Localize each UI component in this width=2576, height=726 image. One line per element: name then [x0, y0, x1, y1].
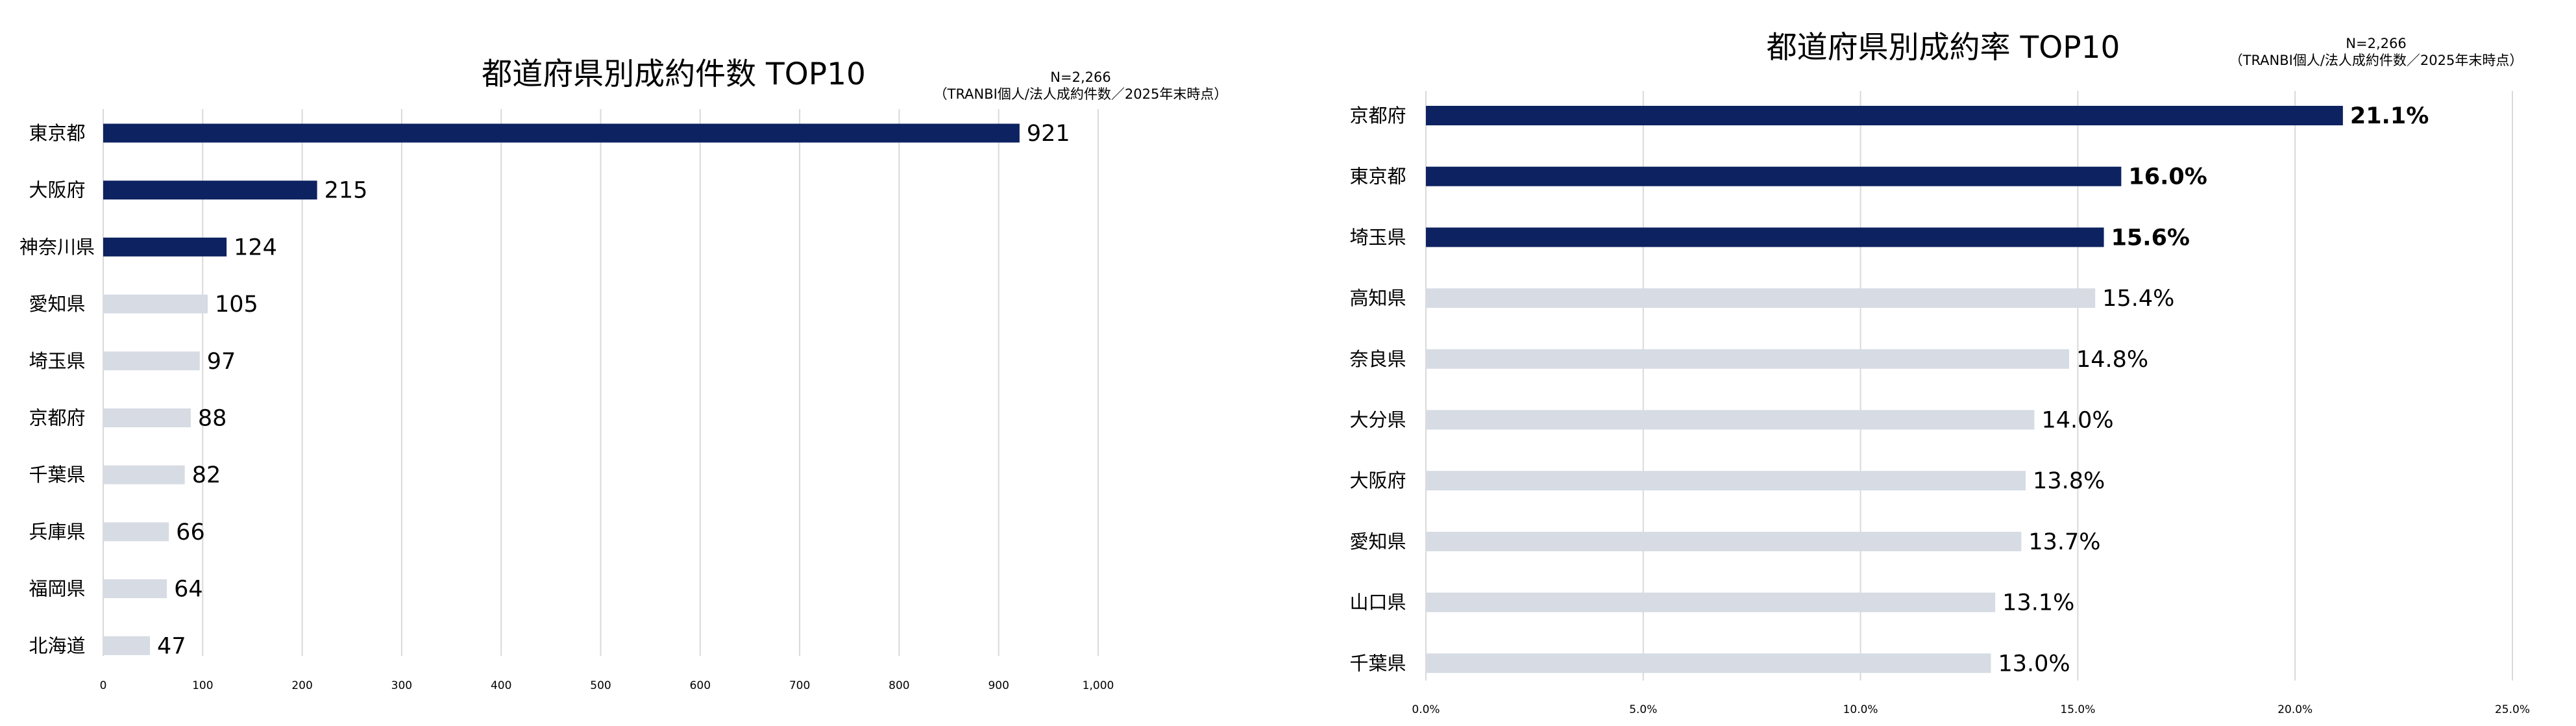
x-tick-label: 100 [192, 679, 213, 692]
x-tick-label: 700 [789, 679, 810, 692]
category-label: 千葉県 [29, 464, 85, 486]
bar [1426, 106, 2343, 125]
x-tick-label: 0 [100, 679, 107, 692]
data-label: 82 [192, 462, 221, 488]
data-label: 215 [325, 178, 368, 204]
x-tick-label: 5.0% [1629, 703, 1657, 716]
category-label: 山口県 [1349, 592, 1406, 614]
data-label: 15.4% [2102, 286, 2174, 312]
x-tick-label: 0.0% [1412, 703, 1440, 716]
x-tick-label: 500 [590, 679, 611, 692]
bar [1426, 531, 2022, 551]
category-label: 福岡県 [29, 578, 85, 600]
category-label: 埼玉県 [29, 350, 85, 372]
x-tick-label: 900 [988, 679, 1009, 692]
bar [103, 522, 169, 542]
bar [103, 351, 200, 371]
bar [1426, 349, 2070, 369]
bar [1426, 166, 2122, 186]
bar [1426, 592, 1996, 612]
category-label: 京都府 [29, 407, 85, 429]
data-label: 13.8% [2033, 468, 2105, 494]
x-tick-label: 25.0% [2495, 703, 2530, 716]
x-tick-label: 1,000 [1083, 679, 1114, 692]
category-label: 千葉県 [1349, 652, 1406, 674]
category-label: 大分県 [1349, 409, 1406, 431]
chart-title: 都道府県別成約件数 TOP10 [482, 56, 866, 92]
chart-title: 都道府県別成約率 TOP10 [1766, 30, 2120, 66]
data-label: 124 [234, 234, 277, 260]
bar [1426, 227, 2104, 247]
count-bar-chart: 0 100 200 300 400 500 600 700 800 900 1,000 東京都 921 大… [19, 109, 1114, 692]
bar [103, 294, 208, 314]
bar [103, 465, 185, 484]
category-label: 東京都 [29, 122, 85, 144]
x-tick-label: 600 [690, 679, 711, 692]
category-label: 神奈川県 [19, 236, 95, 258]
category-label: 愛知県 [29, 293, 85, 315]
data-label: 66 [176, 519, 205, 545]
x-tick-label: 10.0% [1843, 703, 1878, 716]
category-label: 京都府 [1349, 105, 1406, 127]
category-label: 大阪府 [1349, 469, 1406, 492]
x-tick-label: 800 [889, 679, 909, 692]
category-label: 奈良県 [1349, 348, 1406, 370]
data-label: 88 [198, 406, 227, 432]
category-label: 埼玉県 [1349, 226, 1406, 248]
category-label: 高知県 [1349, 287, 1406, 309]
data-label: 921 [1027, 121, 1070, 147]
rate-bar-chart: 0.0% 5.0% 10.0% 15.0% 20.0% 25.0% 京都府 21.1% 東京都 1… [1349, 91, 2530, 716]
chart-note: N=2,266 （TRANBI個人/法人成約件数／2025年末時点） [2229, 35, 2523, 69]
x-axis: 0 100 200 300 400 500 600 700 800 900 1,000 [100, 679, 1114, 692]
category-label: 愛知県 [1349, 531, 1406, 553]
gridlines [1425, 91, 2513, 681]
source-note: （TRANBI個人/法人成約件数／2025年末時点） [2229, 53, 2523, 68]
bar [103, 181, 317, 200]
bar [103, 237, 227, 257]
data-label: 16.0% [2128, 164, 2207, 190]
data-label: 14.0% [2041, 408, 2113, 434]
x-tick-label: 15.0% [2060, 703, 2095, 716]
bar [103, 123, 1020, 143]
data-label: 64 [174, 577, 203, 603]
bar [1426, 288, 2096, 308]
data-label: 15.6% [2111, 225, 2190, 251]
source-note: （TRANBI個人/法人成約件数／2025年末時点） [933, 86, 1228, 102]
sample-size-note: N=2,266 [2346, 36, 2407, 51]
category-label: 北海道 [29, 634, 85, 657]
x-tick-label: 400 [491, 679, 511, 692]
data-label: 105 [215, 292, 258, 318]
data-label: 14.8% [2076, 347, 2148, 373]
data-label: 13.0% [1998, 651, 2070, 677]
category-label: 大阪府 [29, 179, 85, 201]
data-label: 97 [207, 349, 236, 375]
x-tick-label: 300 [391, 679, 412, 692]
x-axis: 0.0% 5.0% 10.0% 15.0% 20.0% 25.0% [1412, 703, 2530, 716]
bar [103, 579, 167, 599]
bar [1426, 471, 2026, 491]
data-label: 13.1% [2002, 590, 2074, 616]
gridlines [103, 109, 1099, 656]
data-label: 13.7% [2028, 529, 2100, 555]
x-tick-label: 20.0% [2277, 703, 2312, 716]
category-label: 東京都 [1349, 166, 1406, 188]
bars: 東京都 921 大阪府 215 神奈川県 124 愛知県 105 埼玉県 97 京都府 88 千葉県 82… [19, 121, 1070, 659]
x-tick-label: 200 [291, 679, 312, 692]
category-label: 兵庫県 [29, 521, 85, 543]
data-label: 47 [157, 633, 186, 659]
bar [103, 408, 191, 427]
bar [103, 636, 151, 655]
bars: 京都府 21.1% 東京都 16.0% 埼玉県 15.6% 高知県 15.4% 奈良県 14.8%… [1349, 103, 2429, 677]
data-label: 21.1% [2350, 103, 2429, 129]
bar [1426, 410, 2035, 430]
rate-chart-panel: 都道府県別成約率 TOP10 N=2,266 （TRANBI個人/法人成約件数／… [1292, 0, 2576, 726]
chart-note: N=2,266 （TRANBI個人/法人成約件数／2025年末時点） [934, 69, 1228, 103]
count-chart-panel: 都道府県別成約件数 TOP10 N=2,266 （TRANBI個人/法人成約件数… [19, 56, 1228, 692]
sample-size-note: N=2,266 [1050, 69, 1111, 85]
bar [1426, 653, 1991, 673]
